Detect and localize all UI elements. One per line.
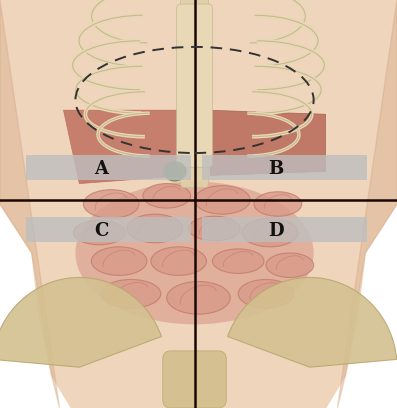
Polygon shape (0, 0, 60, 408)
Ellipse shape (91, 247, 147, 275)
FancyBboxPatch shape (181, 0, 208, 188)
Wedge shape (0, 277, 162, 367)
Polygon shape (206, 110, 326, 175)
Bar (202, 155, 367, 180)
Ellipse shape (143, 184, 191, 208)
Polygon shape (337, 0, 397, 408)
Bar (26, 217, 191, 242)
Bar (26, 155, 191, 180)
Text: D: D (268, 222, 284, 239)
Ellipse shape (254, 192, 302, 216)
FancyBboxPatch shape (163, 351, 226, 408)
Ellipse shape (101, 279, 161, 308)
Ellipse shape (75, 182, 314, 324)
Polygon shape (64, 110, 191, 184)
Text: B: B (268, 160, 283, 177)
Ellipse shape (212, 249, 264, 273)
Ellipse shape (167, 282, 230, 314)
Ellipse shape (266, 253, 314, 277)
Ellipse shape (73, 220, 125, 245)
Ellipse shape (151, 247, 206, 275)
Ellipse shape (189, 216, 240, 241)
Ellipse shape (83, 190, 139, 218)
Ellipse shape (238, 279, 294, 308)
Ellipse shape (195, 186, 250, 214)
Bar (202, 217, 367, 242)
Text: C: C (94, 222, 108, 239)
FancyBboxPatch shape (177, 4, 212, 167)
Wedge shape (227, 277, 397, 367)
Ellipse shape (127, 214, 183, 243)
Ellipse shape (242, 218, 298, 247)
Ellipse shape (163, 161, 187, 182)
Text: A: A (94, 160, 108, 177)
